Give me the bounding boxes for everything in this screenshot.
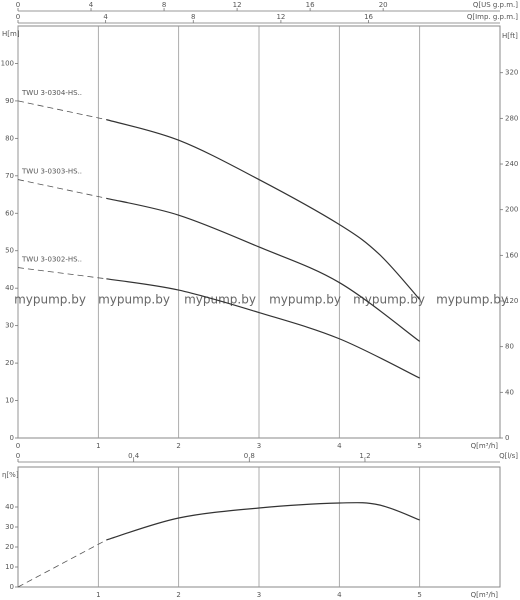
curve-extension: [17, 179, 107, 199]
top-tick-label: 0: [16, 452, 20, 460]
y2-tick-label: 240: [505, 160, 518, 168]
top-tick-label: 12: [276, 13, 285, 21]
x-axis-label: Q[m³/h]: [471, 591, 499, 599]
y-tick-label: 80: [5, 134, 14, 142]
y2-tick-label: 280: [505, 114, 518, 122]
y-tick-label: 30: [5, 523, 14, 531]
top-tick-label: 20: [379, 1, 388, 9]
y2-tick-label: 160: [505, 251, 518, 259]
top-tick-label: 1,2: [359, 452, 370, 460]
y2-tick-label: 0: [505, 434, 509, 442]
y-tick-label: 30: [5, 322, 14, 330]
watermark: mypump.by: [436, 293, 508, 307]
y-axis-label: η[%]: [2, 471, 19, 479]
curve-extension: [17, 267, 107, 280]
y-tick-label: 50: [5, 247, 14, 255]
top-tick-label: 16: [306, 1, 315, 9]
watermark: mypump.by: [14, 293, 86, 307]
y-axis-label: H[m]: [2, 30, 20, 38]
curve-extension: [17, 539, 107, 588]
y2-tick-label: 120: [505, 297, 518, 305]
top-tick-label: 12: [233, 1, 242, 9]
x-tick-label: 5: [417, 442, 421, 450]
curve: [106, 502, 420, 541]
y-tick-label: 0: [10, 583, 14, 591]
curve-extension: [17, 100, 107, 121]
top-tick-label: 8: [191, 13, 195, 21]
top-axis-label: Q[US g.p.m.]: [473, 1, 518, 9]
top-tick-label: 0: [16, 13, 20, 21]
y-tick-label: 20: [5, 543, 14, 551]
top-tick-label: 0,4: [128, 452, 140, 460]
top-tick-label: 4: [89, 1, 94, 9]
x-tick-label: 4: [337, 442, 342, 450]
y2-tick-label: 80: [505, 343, 514, 351]
x-tick-label: 3: [257, 442, 261, 450]
y-tick-label: 10: [5, 563, 14, 571]
y2-tick-label: 200: [505, 206, 518, 214]
x-tick-label: 3: [257, 591, 261, 599]
x-tick-label: 2: [176, 591, 180, 599]
top-tick-label: 16: [364, 13, 373, 21]
y-tick-label: 100: [1, 59, 14, 67]
top-tick-label: 0,8: [244, 452, 255, 460]
x-tick-label: 2: [176, 442, 180, 450]
watermark: mypump.by: [98, 293, 170, 307]
top-tick-label: 0: [16, 1, 20, 9]
top-axis-label: Q[l/s]: [499, 452, 518, 460]
y-tick-label: 20: [5, 359, 14, 367]
y-tick-label: 10: [5, 397, 14, 405]
curve: [106, 119, 421, 300]
y-tick-label: 70: [5, 172, 14, 180]
curve-label: TWU 3-0302-HS..: [21, 256, 82, 264]
curve-label: TWU 3-0303-HS..: [21, 168, 82, 176]
curve: [106, 197, 421, 342]
top-axis-label: Q[Imp. g.p.m.]: [467, 13, 518, 21]
y-tick-label: 0: [10, 434, 14, 442]
x-tick-label: 1: [96, 591, 100, 599]
y2-axis-label: H[ft]: [502, 32, 518, 40]
x-tick-label: 4: [337, 591, 342, 599]
y2-tick-label: 320: [505, 69, 518, 77]
y-tick-label: 40: [5, 503, 14, 511]
x-tick-label: 1: [96, 442, 100, 450]
y-tick-label: 90: [5, 97, 14, 105]
y2-tick-label: 40: [505, 388, 514, 396]
x-tick-label: 0: [16, 442, 20, 450]
top-tick-label: 4: [103, 13, 108, 21]
top-tick-label: 8: [162, 1, 166, 9]
x-axis-label: Q[m³/h]: [471, 442, 499, 450]
y-tick-label: 40: [5, 284, 14, 292]
y-tick-label: 60: [5, 209, 14, 217]
watermark: mypump.by: [353, 293, 425, 307]
curve-label: TWU 3-0304-HS..: [21, 89, 82, 97]
x-tick-label: 5: [417, 591, 421, 599]
curve: [106, 278, 420, 379]
watermark: mypump.by: [269, 293, 341, 307]
